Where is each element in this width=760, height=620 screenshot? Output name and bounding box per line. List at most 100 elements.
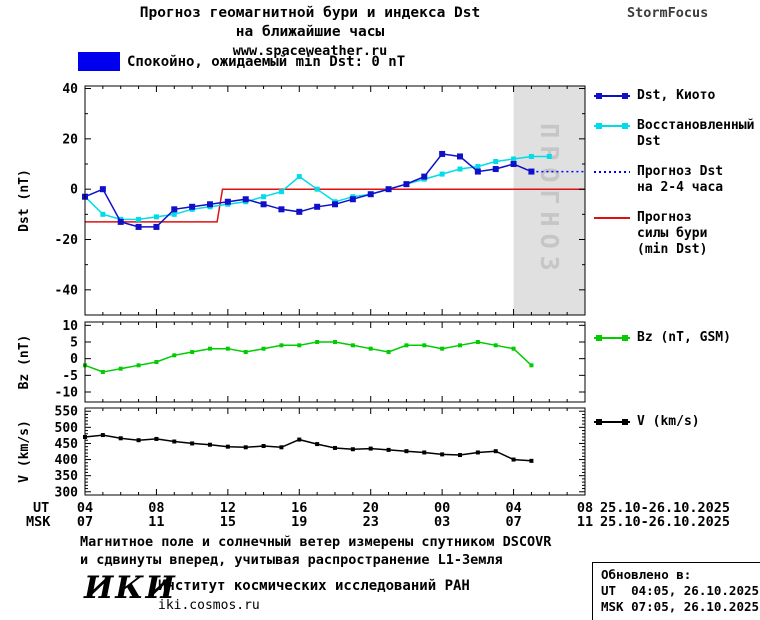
v-marker [458, 453, 462, 458]
legend-label-restored_dst: Восстановленный Dst [637, 118, 755, 149]
x-tick-label-ut: 20 [363, 500, 379, 516]
restored_dst-marker [528, 153, 534, 159]
bz-marker [118, 366, 123, 371]
y-tick-label: 400 [55, 453, 79, 468]
bz-marker [136, 363, 141, 368]
v-marker [350, 447, 355, 452]
dst_kyoto-marker [153, 223, 160, 230]
restored_dst-marker [171, 211, 177, 217]
institute-site[interactable]: iki.cosmos.ru [158, 598, 260, 613]
v-marker [243, 445, 248, 450]
bz-frame [84, 321, 586, 403]
restored_dst-marker [546, 153, 552, 159]
x-tick-label-ut: 00 [434, 500, 450, 516]
ut-row-label: UT [33, 500, 50, 516]
x-tick-label-msk: 11 [577, 514, 593, 530]
bz-marker [475, 340, 480, 344]
dst_kyoto-marker [510, 161, 517, 168]
v-marker [154, 436, 159, 441]
series-dst_kyoto [84, 153, 532, 228]
restored_dst-marker [261, 194, 267, 200]
legend-v: V (km/s) [593, 414, 700, 430]
forecast-region-label: ПРОГНОЗ [535, 123, 564, 277]
legend-swatch-bz [594, 335, 630, 341]
v-marker [475, 450, 480, 455]
y-tick-label: 40 [62, 82, 78, 97]
v-marker [261, 444, 266, 449]
dst_kyoto-marker [278, 206, 285, 213]
restored_dst-marker [296, 174, 302, 180]
x-tick-label-msk: 23 [363, 514, 379, 530]
legend-label-forecast_dst: Прогноз Dst на 2-4 часа [637, 164, 724, 195]
header: Прогноз геомагнитной бури и индекса Dst … [40, 4, 580, 61]
dst_kyoto-marker [207, 201, 213, 208]
dst_kyoto-marker [403, 181, 410, 188]
x-tick-label-msk: 07 [77, 514, 93, 530]
v-marker [100, 433, 105, 438]
restored_dst-marker [475, 164, 481, 170]
y-tick-label: 450 [55, 437, 79, 452]
restored_dst-marker [511, 156, 517, 162]
v-marker [190, 441, 195, 446]
dst_kyoto-marker [457, 153, 463, 160]
dst_kyoto-marker [171, 206, 178, 213]
y-tick-label: 0 [70, 352, 78, 367]
dst_kyoto-marker [135, 223, 142, 230]
legend-label-storm_forecast: Прогноз силы бури (min Dst) [637, 210, 708, 257]
legend-swatch-v [594, 419, 630, 425]
bz-axis-label: Bz (nT) [17, 335, 32, 390]
v-marker [386, 447, 391, 452]
dst-panel: ПРОГНОЗ -40 -20 0 20 40 Dst (nT) [17, 82, 586, 316]
y-tick-label: -5 [62, 369, 78, 384]
dst_kyoto-marker [99, 186, 106, 193]
legend-restored_dst: Восстановленный Dst [593, 118, 754, 150]
v-marker [225, 444, 230, 449]
restored_dst-marker [439, 171, 445, 177]
v-marker [511, 457, 516, 462]
page-title: Прогноз геомагнитной бури и индекса Dst [139, 5, 481, 21]
bz-marker [333, 340, 337, 344]
bz-marker [100, 370, 105, 374]
bz-marker [172, 353, 177, 358]
series-bz [84, 341, 532, 373]
bz-marker [386, 350, 391, 354]
legend-swatch-restored_dst [594, 123, 630, 129]
bz-marker [190, 350, 195, 354]
v-marker [529, 458, 534, 463]
y-tick-label: 350 [55, 469, 79, 484]
footnote-line2: и сдвинуты вперед, учитывая распростране… [80, 552, 503, 568]
legend-swatch-forecast_dst [594, 171, 630, 173]
series-v [84, 434, 532, 462]
bz-marker [297, 343, 302, 348]
x-tick-label-ut: 08 [148, 500, 164, 516]
legend-swatch-dst_kyoto [594, 93, 630, 99]
legend-forecast_dst: Прогноз Dst на 2-4 часа [593, 164, 723, 196]
ut-date-range: 25.10-26.10.2025 [600, 500, 731, 516]
bz-marker [458, 343, 462, 348]
legend-label-v: V (km/s) [637, 414, 700, 429]
updated-box: Обновлено в: UT 04:05, 26.10.2025 MSK 07… [592, 562, 760, 620]
source-url[interactable]: www.spaceweather.ru [232, 43, 388, 59]
bz-marker [511, 346, 516, 351]
dst-axis-label: Dst (nT) [17, 169, 32, 232]
y-tick-label: 5 [70, 336, 78, 351]
dst_kyoto-marker [332, 201, 338, 208]
v-marker [118, 436, 123, 441]
v-frame [84, 407, 586, 496]
x-tick-label-ut: 12 [220, 500, 236, 516]
legend-dst_kyoto: Dst, Киото [593, 88, 715, 104]
restored_dst-marker [457, 166, 463, 172]
y-tick-label: 0 [70, 183, 78, 198]
dst_kyoto-marker [385, 186, 392, 193]
y-tick-label: 550 [55, 405, 79, 420]
restored_dst-marker [493, 158, 499, 164]
legend-label-dst_kyoto: Dst, Киото [637, 88, 716, 103]
v-marker [422, 450, 427, 455]
dst_kyoto-marker [189, 203, 196, 210]
dst_kyoto-marker [224, 198, 231, 205]
v-marker [136, 438, 141, 443]
x-tick-label-msk: 07 [505, 514, 521, 530]
bz-marker [243, 350, 248, 354]
bz-marker [440, 346, 445, 351]
